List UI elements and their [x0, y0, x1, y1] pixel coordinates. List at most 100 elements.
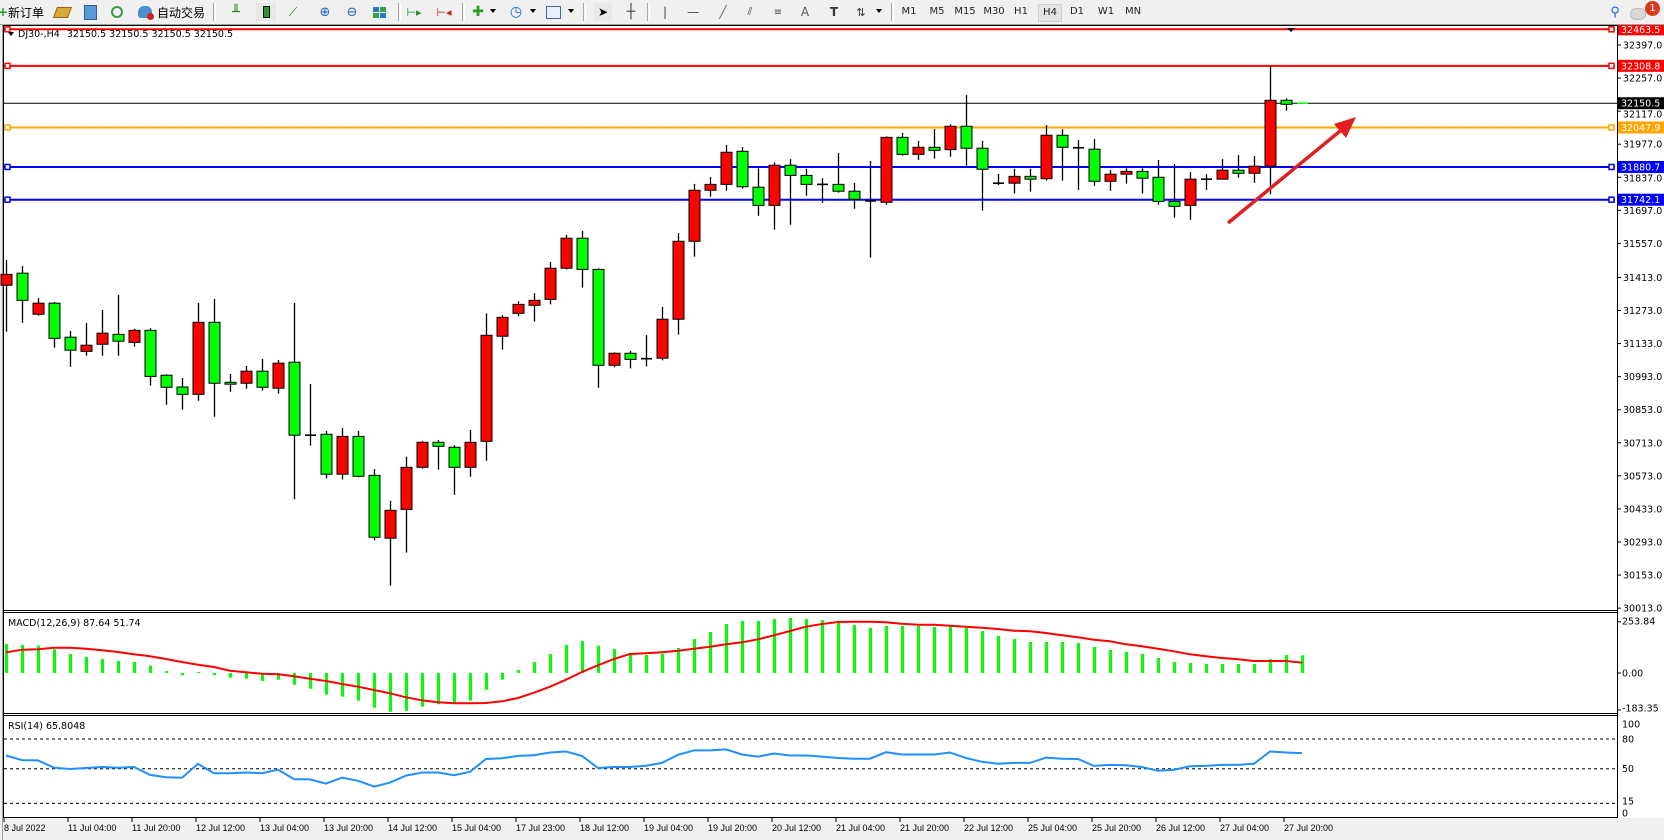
line-handle[interactable]: [1608, 62, 1615, 70]
horizontal-line-icon[interactable]: —: [687, 5, 699, 19]
signal-icon[interactable]: [109, 3, 125, 21]
chart-shift-icon[interactable]: ⊢◂: [436, 5, 452, 19]
macd-histogram-bar: [1045, 642, 1048, 673]
candle-body: [656, 318, 669, 359]
macd-axis-label: 253.84: [1622, 617, 1655, 628]
line-handle[interactable]: [4, 62, 11, 70]
candle-body: [944, 125, 957, 151]
candle: [1136, 168, 1149, 194]
time-label: 18 Jul 12:00: [580, 823, 629, 833]
new-order-button[interactable]: 新订单: [7, 3, 45, 21]
candle-body: [176, 386, 189, 395]
navigator-icon[interactable]: [82, 3, 98, 21]
time-label: 11 Jul 20:00: [132, 823, 180, 833]
vertical-line-icon[interactable]: |: [662, 5, 668, 19]
crosshair-icon[interactable]: ┼: [626, 4, 636, 20]
candle-body: [224, 381, 237, 385]
candle-body: [528, 299, 541, 306]
chevron-down-icon[interactable]: [530, 9, 536, 13]
candle-body: [192, 321, 205, 395]
line-chart-icon[interactable]: ⟋: [288, 4, 298, 19]
price-tick-label: 31977.0: [1623, 140, 1662, 151]
candle: [1088, 139, 1101, 186]
timeframe-m5[interactable]: M5: [929, 6, 945, 17]
macd-histogram-bar: [437, 673, 440, 705]
indicators-icon[interactable]: ✚: [472, 4, 484, 20]
chat-icon[interactable]: [1630, 8, 1646, 20]
chevron-down-icon[interactable]: [568, 9, 574, 13]
macd-histogram-bar: [389, 673, 392, 712]
macd-histogram-bar: [1125, 651, 1128, 673]
tile-windows-icon[interactable]: [371, 3, 387, 21]
candle-body: [592, 268, 605, 366]
text-icon[interactable]: A: [800, 5, 810, 19]
macd-histogram-bar: [485, 673, 488, 690]
candle: [1104, 170, 1117, 191]
timeframe-w1[interactable]: W1: [1097, 6, 1115, 17]
fibonacci-icon[interactable]: ≡: [773, 6, 783, 18]
gold-icon[interactable]: [52, 3, 72, 21]
macd-histogram-bar: [1077, 642, 1080, 673]
line-handle[interactable]: [4, 26, 11, 33]
line-handle[interactable]: [1608, 163, 1615, 171]
macd-histogram-bar: [1237, 663, 1240, 673]
line-handle[interactable]: [4, 196, 11, 203]
price-label: 32463.5: [1621, 25, 1660, 36]
macd-histogram-bar: [37, 645, 40, 673]
macd-histogram-bar: [885, 626, 888, 673]
arrows-icon[interactable]: ⇅: [856, 5, 866, 19]
line-handle[interactable]: [1608, 26, 1615, 33]
macd-histogram-bar: [565, 644, 568, 673]
line-handle[interactable]: [4, 163, 11, 171]
equidistant-channel-icon[interactable]: ⫽: [747, 5, 753, 18]
chart-shift-marker[interactable]: [1287, 28, 1295, 32]
macd-histogram-bar: [197, 671, 200, 673]
auto-trading-button[interactable]: 自动交易: [156, 3, 206, 21]
candle: [1040, 125, 1053, 181]
timeframe-mn[interactable]: MN: [1124, 6, 1142, 17]
macd-histogram-bar: [421, 673, 424, 707]
candle: [240, 366, 253, 389]
auto-scroll-icon[interactable]: ⊢▸: [406, 5, 422, 19]
dropdown-triangle-icon[interactable]: [8, 32, 14, 36]
templates-icon[interactable]: [545, 3, 561, 21]
line-handle[interactable]: [1608, 196, 1615, 203]
timeframe-h4[interactable]: H4: [1038, 4, 1062, 22]
candle: [944, 124, 957, 157]
macd-histogram-bar: [149, 665, 152, 673]
rsi-axis-label: 80: [1622, 735, 1634, 746]
bar-chart-icon[interactable]: ╨: [232, 4, 240, 20]
periods-clock-icon[interactable]: ◷: [509, 4, 523, 20]
candle: [48, 301, 61, 348]
timeframe-h1[interactable]: H1: [1014, 6, 1028, 17]
timeframe-m30[interactable]: M30: [983, 6, 1005, 17]
trendline-icon[interactable]: ╱: [719, 5, 727, 19]
timeframe-m15[interactable]: M15: [954, 6, 976, 17]
candle-body: [256, 370, 269, 388]
trend-arrow-head[interactable]: [1334, 117, 1356, 138]
macd-histogram-bar: [405, 673, 408, 711]
line-handle[interactable]: [4, 124, 11, 131]
timeframe-m1[interactable]: M1: [901, 6, 917, 17]
chevron-down-icon[interactable]: [490, 9, 496, 13]
new-order-label: 新订单: [7, 5, 44, 20]
search-icon[interactable]: ⚲: [1610, 4, 1620, 20]
candle: [416, 440, 429, 469]
candle: [704, 177, 717, 197]
chevron-down-icon[interactable]: [876, 9, 882, 13]
trend-arrow-line[interactable]: [1226, 125, 1347, 225]
line-handle[interactable]: [1608, 124, 1615, 131]
text-label-icon[interactable]: T: [829, 5, 839, 19]
candle: [1008, 168, 1021, 194]
candle: [16, 266, 29, 323]
candle: [0, 259, 13, 332]
zoom-out-icon[interactable]: ⊖: [346, 4, 358, 20]
candle: [528, 293, 541, 322]
candlestick-chart-icon[interactable]: [256, 3, 276, 21]
notification-badge[interactable]: 1: [1645, 1, 1660, 16]
timeframe-d1[interactable]: D1: [1069, 6, 1085, 17]
zoom-in-icon[interactable]: ⊕: [319, 4, 331, 20]
auto-trading-icon[interactable]: [136, 3, 154, 21]
cursor-icon[interactable]: ➤: [594, 3, 612, 21]
